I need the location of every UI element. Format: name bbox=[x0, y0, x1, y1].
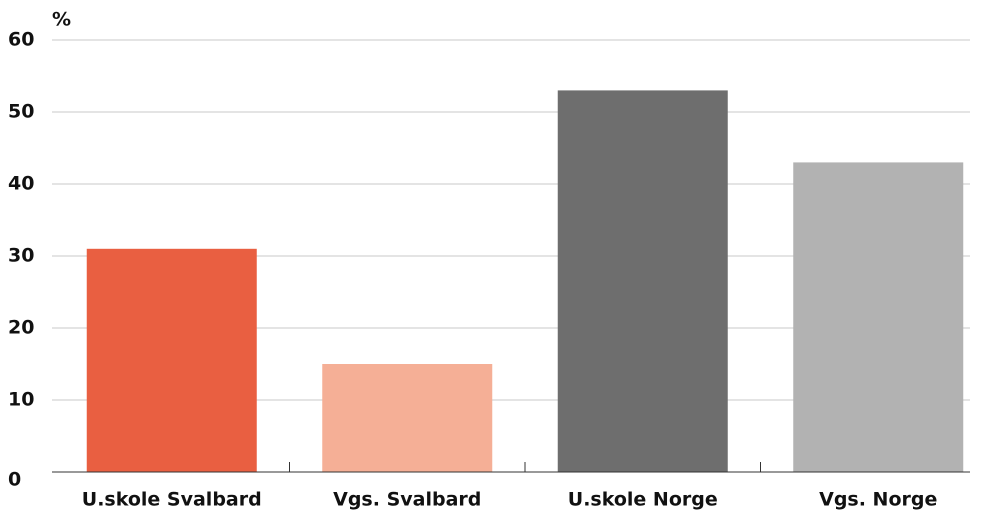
y-tick-label: 30 bbox=[8, 245, 34, 267]
x-tick-label: Vgs. Svalbard bbox=[333, 489, 481, 511]
y-tick-label: 20 bbox=[8, 317, 34, 339]
y-tick-label: 10 bbox=[8, 389, 34, 411]
x-tick-label: Vgs. Norge bbox=[819, 489, 937, 511]
x-tick-label: U.skole Svalbard bbox=[82, 489, 262, 511]
x-tick-label: U.skole Norge bbox=[568, 489, 718, 511]
y-tick-label: 0 bbox=[8, 469, 21, 491]
bar bbox=[322, 364, 493, 472]
y-axis-label: % bbox=[52, 9, 71, 31]
y-tick-label: 50 bbox=[8, 101, 34, 123]
y-tick-label: 60 bbox=[8, 29, 34, 51]
y-tick-label: 40 bbox=[8, 173, 34, 195]
bar bbox=[86, 248, 257, 472]
bar bbox=[557, 90, 728, 473]
bar bbox=[793, 162, 964, 472]
